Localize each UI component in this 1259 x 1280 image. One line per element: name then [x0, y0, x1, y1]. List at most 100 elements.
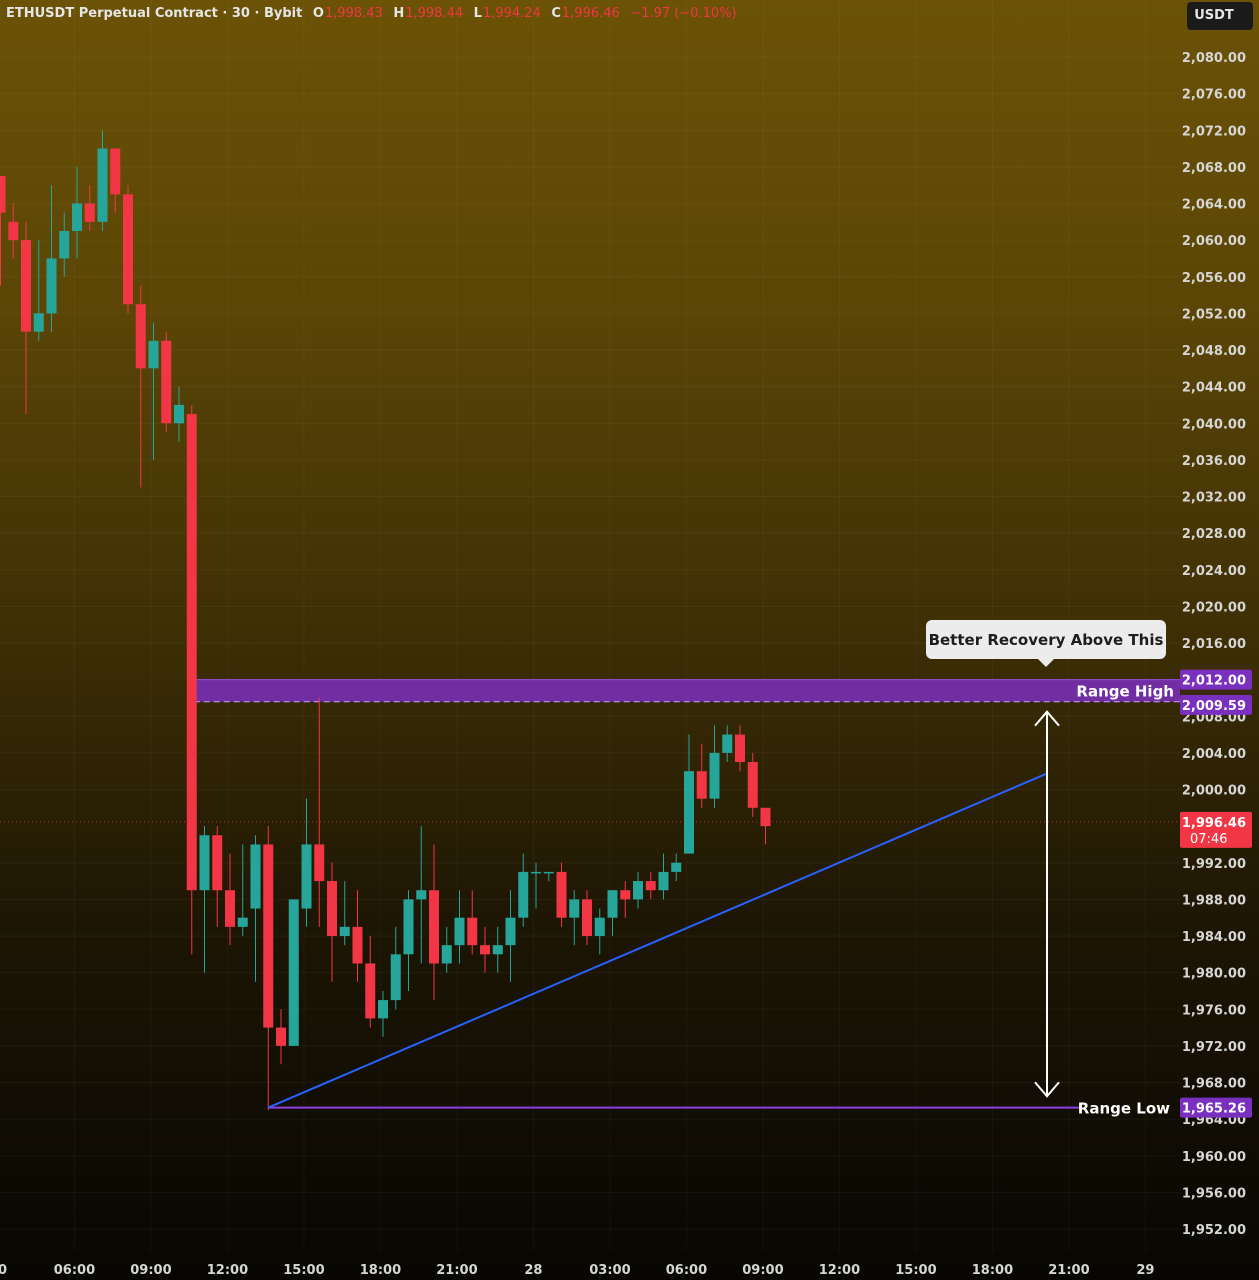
close-value: 1,996.46 [561, 6, 620, 21]
candle-body [327, 881, 337, 936]
candle-body [0, 176, 6, 213]
time-tick-label: 28 [524, 1263, 542, 1278]
high-value: 1,998.44 [405, 6, 464, 21]
candle-body [543, 871, 554, 874]
candle-body [441, 945, 452, 964]
price-tick-label: 2,072.00 [1182, 124, 1246, 139]
price-tick-label: 2,036.00 [1182, 454, 1246, 469]
candle-body [59, 230, 70, 259]
price-tick-label: 1,988.00 [1182, 893, 1246, 908]
price-tick-label: 2,040.00 [1182, 417, 1246, 432]
range-high-band [193, 679, 1180, 702]
candle-body [620, 890, 631, 900]
drawing-overlays: Range Low Better Recovery Above This [267, 620, 1170, 1118]
candle-body [365, 963, 376, 1019]
candle-body [378, 1000, 388, 1019]
range-high-zone: Range High [193, 679, 1180, 703]
low-label: L [473, 6, 482, 21]
candle-body [582, 899, 592, 936]
time-tick-label: 15:00 [283, 1263, 324, 1278]
price-tick-label: 2,056.00 [1182, 271, 1246, 286]
price-tick-label: 2,020.00 [1182, 600, 1246, 615]
time-tick-label: 09:00 [742, 1263, 783, 1278]
price-tick-label: 2,080.00 [1182, 51, 1246, 66]
callout-bubble [926, 620, 1166, 659]
time-tick-label: 09:00 [130, 1263, 171, 1278]
candle-body [97, 148, 108, 222]
price-tick-label: 2,076.00 [1182, 88, 1246, 103]
candle-body [722, 734, 733, 753]
range-low-badge: 1,965.26 [1182, 1102, 1246, 1117]
candle-body [505, 917, 516, 946]
current-price-badge: 1,996.46 [1182, 816, 1246, 831]
time-tick-label: 15:00 [895, 1263, 936, 1278]
price-tick-label: 2,024.00 [1182, 564, 1246, 579]
symbol-title: ETHUSDT Perpetual Contract · 30 · Bybit [6, 6, 303, 21]
symbol-legend: ETHUSDT Perpetual Contract · 30 · Bybit … [6, 6, 737, 21]
low-value: 1,994.24 [482, 6, 541, 21]
candle-body [760, 807, 771, 827]
candle-body [161, 340, 172, 424]
close-label: C [551, 6, 561, 21]
candle-body [276, 1027, 286, 1046]
candle-body [454, 917, 465, 946]
time-tick-label: 18:00 [360, 1263, 401, 1278]
candle-body [607, 890, 618, 918]
price-tick-label: 1,956.00 [1182, 1186, 1246, 1201]
high-label: H [393, 6, 405, 21]
candle-body [33, 313, 44, 332]
candle-body [492, 945, 503, 955]
candle-body [72, 203, 82, 231]
candle-body [518, 871, 529, 918]
open-value: 1,998.43 [324, 6, 383, 21]
candle-body [747, 762, 758, 808]
price-tick-label: 2,060.00 [1182, 234, 1246, 249]
price-tick-label: 2,064.00 [1182, 198, 1246, 213]
range-low-badge-bg [1180, 1097, 1252, 1118]
price-tick-label: 2,000.00 [1182, 784, 1246, 799]
candle-body [658, 871, 669, 891]
candle-body [135, 304, 146, 369]
open-label: O [312, 6, 324, 21]
candle-body [684, 771, 694, 854]
range-arrow-head-down [1034, 1081, 1060, 1098]
candle-body [21, 240, 31, 332]
candle-body [148, 340, 159, 369]
price-tick-label: 1,952.00 [1182, 1223, 1246, 1238]
time-tick-label: 06:00 [54, 1263, 95, 1278]
price-tick-label: 1,968.00 [1182, 1077, 1246, 1092]
time-tick-label: 21:00 [436, 1263, 477, 1278]
candle-body [467, 917, 478, 946]
candle-body [569, 899, 580, 918]
price-tick-label: 2,068.00 [1182, 161, 1246, 176]
candle-body [123, 194, 133, 305]
range-arrow-head-up [1034, 710, 1060, 727]
time-tick-label: 12:00 [819, 1263, 860, 1278]
candle-body [46, 258, 57, 314]
price-tick-label: 1,992.00 [1182, 857, 1246, 872]
current-price-badge-countdown: 07:46 [1190, 832, 1227, 847]
time-tick-label: 00 [0, 1263, 7, 1278]
callout-text: Better Recovery Above This [929, 631, 1164, 649]
time-tick-label: 21:00 [1048, 1263, 1089, 1278]
candle-body [174, 404, 184, 424]
candle-body [403, 899, 414, 955]
candle-body [250, 844, 261, 909]
change-value: −1.97 (−0.10%) [630, 6, 737, 21]
price-tick-label: 2,044.00 [1182, 381, 1246, 396]
candle-body [288, 899, 299, 1046]
candle-body [594, 917, 605, 936]
candle-body [301, 844, 312, 909]
time-tick-label: 12:00 [207, 1263, 248, 1278]
candle-body [735, 734, 745, 763]
currency-button[interactable]: USDT [1187, 2, 1253, 30]
candle-body [633, 881, 643, 900]
range-high-label: Range High [1076, 683, 1174, 701]
candle-body [110, 148, 121, 195]
candle-body [709, 752, 720, 799]
candlestick-series [0, 130, 771, 1110]
price-tick-label: 2,048.00 [1182, 344, 1246, 359]
callout-pointer [1037, 658, 1055, 667]
